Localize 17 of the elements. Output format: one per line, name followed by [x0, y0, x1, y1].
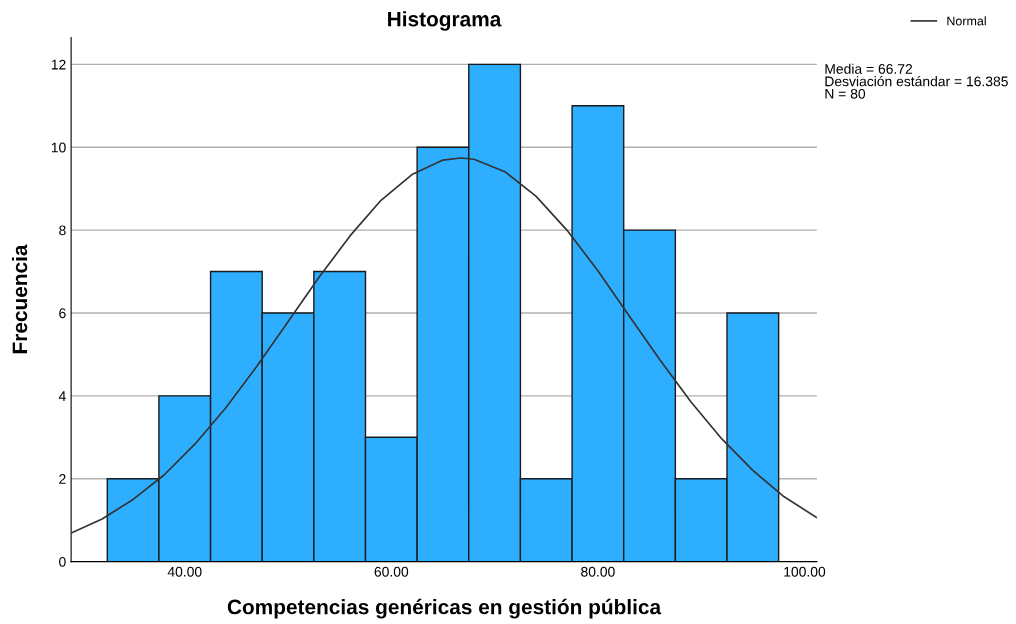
line-series: [71, 157, 817, 534]
y-tick-label: 2: [59, 474, 66, 484]
text: Media = 66.72 Desviación estándar = 16.385 N = 80: [825, 63, 1008, 99]
x-tick-label: 60.00: [374, 566, 409, 577]
x-tick-label: 40.00: [167, 566, 202, 577]
y-axis-title: Frecuencia: [11, 244, 28, 354]
y-tick-label: 12: [51, 59, 66, 70]
y-tick-label: 8: [59, 225, 66, 236]
legend-label: Normal: [947, 16, 986, 26]
x-tick-label: 100.00: [784, 566, 826, 577]
chart-title: Histograma: [388, 11, 502, 31]
y-tick-label: 4: [58, 391, 66, 401]
x-axis-title: Competencias genéricas en gestión pública: [227, 598, 662, 619]
y-tick-label: 6: [59, 308, 66, 319]
x-tick-label: 80.00: [581, 566, 615, 577]
y-tick-label: 10: [51, 142, 66, 153]
y-tick-label: 0: [59, 556, 66, 567]
